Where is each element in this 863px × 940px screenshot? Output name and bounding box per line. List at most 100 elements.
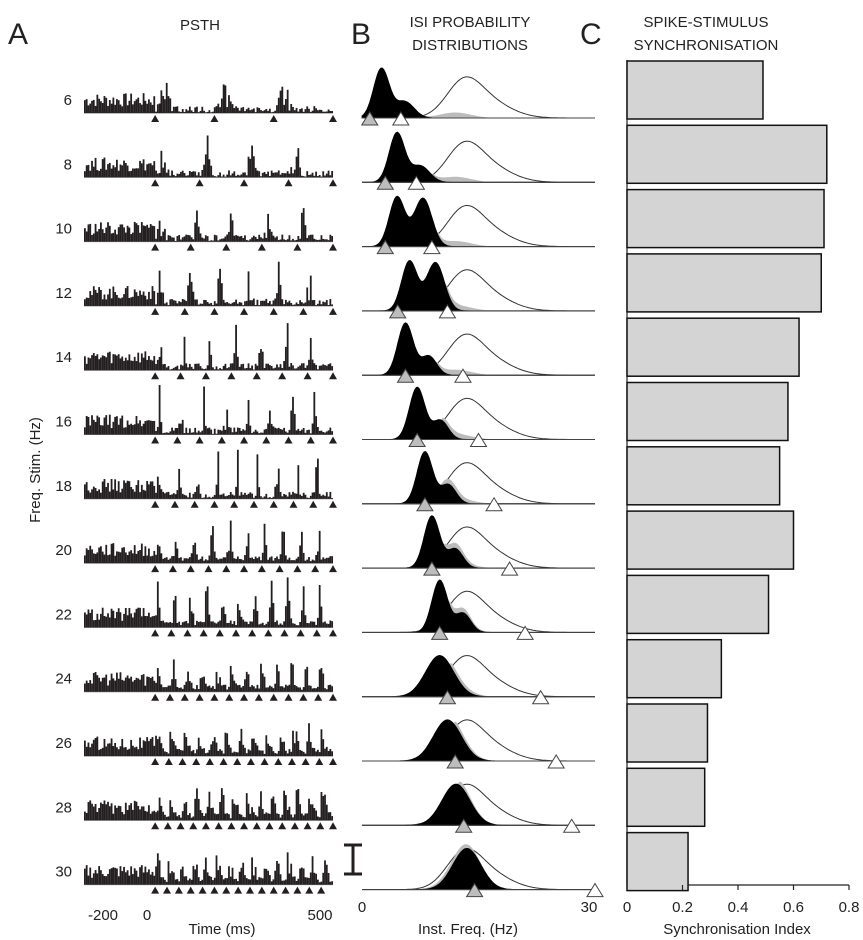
psth-bin: [112, 813, 115, 821]
stimulus-marker: [240, 436, 249, 444]
psth-bin: [123, 427, 125, 435]
panel-b-title-line1: ISI PROBABILITY: [410, 14, 531, 31]
psth-bin: [228, 866, 230, 885]
psth-bin: [325, 365, 328, 371]
psth-bin: [123, 747, 125, 756]
psth-bin: [199, 493, 202, 499]
psth-bin: [297, 687, 300, 692]
sync-bar: [626, 446, 781, 506]
psth-bin: [130, 170, 133, 178]
psth-bin: [228, 367, 230, 371]
psth-bin: [146, 676, 149, 692]
psth-bin: [110, 103, 113, 113]
psth-bin: [302, 868, 305, 885]
psth-bin: [220, 238, 223, 242]
psth-bin: [327, 364, 330, 371]
psth-bin: [103, 294, 106, 306]
psth-bin: [98, 359, 101, 371]
psth-bin: [238, 495, 241, 499]
psth-bin: [313, 872, 316, 885]
psth-bin: [107, 222, 109, 242]
psth-bin: [124, 677, 127, 692]
psth-row: 28: [55, 788, 337, 830]
psth-bin: [219, 268, 221, 306]
psth-bin: [322, 494, 325, 499]
psth-bin: [114, 479, 117, 499]
isi-row: [360, 67, 595, 126]
psth-bin: [123, 613, 125, 628]
sync-bar: [626, 124, 828, 185]
psth-bin: [324, 860, 326, 885]
psth-bin: [279, 174, 282, 178]
psth-bin: [169, 299, 172, 306]
psth-bin: [128, 551, 131, 564]
sync-bar: [626, 188, 825, 249]
psth-bin: [245, 239, 248, 242]
panel-b-title-line2: DISTRIBUTIONS: [412, 37, 528, 54]
psth-bin: [178, 301, 181, 306]
psth-bin: [284, 346, 287, 371]
psth-bin: [98, 98, 101, 113]
psth-bin: [190, 497, 193, 499]
psth-bin: [133, 800, 136, 821]
psth-bin: [146, 872, 149, 885]
psth-bin: [306, 497, 309, 499]
psth-bin: [325, 689, 328, 692]
psth-bin: [213, 369, 216, 371]
psth-bin: [185, 681, 188, 692]
psth-bin: [158, 546, 161, 564]
psth-bin: [206, 135, 209, 178]
psth-bin: [149, 359, 152, 371]
psth-bin: [286, 577, 289, 628]
psth-bin: [124, 607, 127, 628]
psth-bin: [283, 304, 285, 306]
psth-bin: [283, 741, 285, 756]
psth-bin: [245, 753, 248, 756]
psth-bin: [89, 545, 92, 564]
psth-bin: [322, 622, 325, 628]
psth-bin: [215, 623, 218, 628]
psth-bin: [229, 363, 232, 371]
psth-bin: [121, 679, 124, 692]
psth-bin: [196, 685, 198, 692]
stimulus-marker: [225, 693, 234, 701]
psth-bin: [178, 468, 181, 499]
psth-bin: [222, 879, 225, 885]
psth-bin: [219, 239, 221, 242]
psth-bin: [190, 817, 193, 821]
psth-bin: [105, 227, 108, 242]
psth-bin: [174, 679, 177, 692]
psth-bin: [107, 801, 109, 821]
psth-bin: [258, 171, 261, 178]
psth-bin: [270, 231, 273, 242]
psth-bin: [231, 363, 234, 371]
psth-bin: [130, 423, 133, 435]
psth-bin: [140, 294, 143, 306]
psth-bin: [290, 303, 293, 306]
psth-bin: [242, 107, 245, 113]
psth-bin: [215, 557, 218, 564]
psth-bin: [300, 610, 303, 628]
psth-bin: [94, 355, 97, 371]
sync-bar: [626, 703, 709, 763]
psth-bin: [149, 298, 152, 306]
psth-bin: [171, 111, 173, 113]
psth-bin: [174, 366, 177, 371]
psth-bin: [192, 291, 195, 306]
psth-bin: [251, 685, 253, 692]
psth-bin: [220, 750, 223, 756]
psth-bin: [293, 493, 296, 499]
psth-bin: [162, 687, 165, 692]
stimulus-marker: [151, 565, 160, 573]
stimulus-marker: [303, 372, 312, 380]
psth-bin: [128, 875, 131, 885]
psth-bin: [318, 430, 321, 435]
stimulus-marker: [257, 565, 266, 573]
psth-bin: [293, 560, 296, 564]
psth-bin: [268, 685, 271, 692]
psth-bin: [204, 112, 207, 113]
psth-bin: [107, 294, 109, 306]
psth-bin: [297, 741, 300, 756]
psth-bin: [247, 107, 250, 113]
psth-bin: [320, 495, 323, 499]
